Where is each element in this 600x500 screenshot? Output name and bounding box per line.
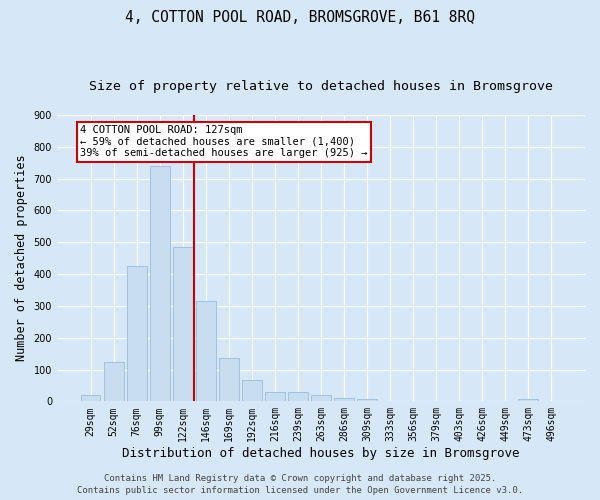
X-axis label: Distribution of detached houses by size in Bromsgrove: Distribution of detached houses by size … bbox=[122, 447, 520, 460]
Bar bbox=[196, 301, 215, 402]
Text: 4 COTTON POOL ROAD: 127sqm
← 59% of detached houses are smaller (1,400)
39% of s: 4 COTTON POOL ROAD: 127sqm ← 59% of deta… bbox=[80, 125, 368, 158]
Bar bbox=[311, 395, 331, 402]
Bar bbox=[173, 247, 193, 402]
Title: Size of property relative to detached houses in Bromsgrove: Size of property relative to detached ho… bbox=[89, 80, 553, 93]
Text: Contains HM Land Registry data © Crown copyright and database right 2025.
Contai: Contains HM Land Registry data © Crown c… bbox=[77, 474, 523, 495]
Bar bbox=[334, 398, 354, 402]
Bar bbox=[265, 392, 284, 402]
Bar bbox=[219, 358, 239, 402]
Text: 4, COTTON POOL ROAD, BROMSGROVE, B61 8RQ: 4, COTTON POOL ROAD, BROMSGROVE, B61 8RQ bbox=[125, 10, 475, 25]
Bar bbox=[288, 392, 308, 402]
Bar bbox=[518, 399, 538, 402]
Y-axis label: Number of detached properties: Number of detached properties bbox=[15, 155, 28, 362]
Bar bbox=[150, 166, 170, 402]
Bar bbox=[104, 362, 124, 402]
Bar bbox=[81, 395, 100, 402]
Bar bbox=[127, 266, 146, 402]
Bar bbox=[357, 399, 377, 402]
Bar bbox=[242, 380, 262, 402]
